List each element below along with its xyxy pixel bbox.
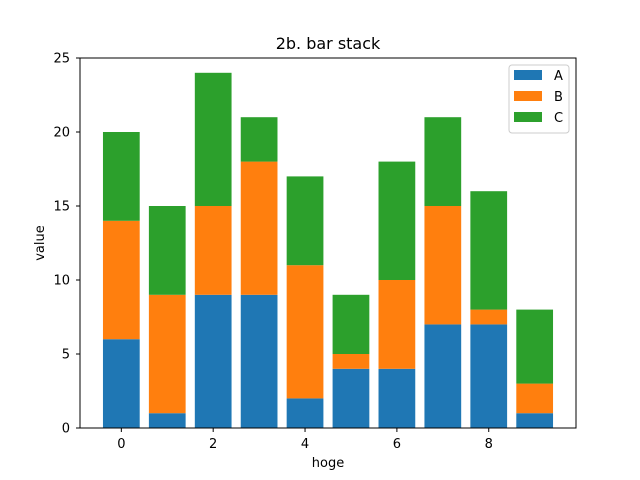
bar-c-5 bbox=[332, 294, 370, 354]
bar-a-0 bbox=[102, 339, 140, 428]
bar-a-8 bbox=[470, 324, 508, 428]
legend-label-a: A bbox=[554, 69, 563, 84]
y-tick-label-15: 15 bbox=[53, 200, 70, 215]
x-tick-label-2: 2 bbox=[209, 437, 217, 452]
bar-a-9 bbox=[516, 413, 554, 428]
y-tick-label-5: 5 bbox=[62, 348, 70, 363]
bar-a-4 bbox=[286, 398, 324, 428]
bar-b-3 bbox=[240, 161, 278, 295]
bar-b-5 bbox=[332, 354, 370, 369]
x-axis-label: hoge bbox=[312, 456, 344, 471]
legend-swatch-b bbox=[514, 91, 542, 101]
bar-a-1 bbox=[148, 413, 186, 428]
y-tick-label-10: 10 bbox=[53, 274, 70, 289]
y-tick-label-25: 25 bbox=[53, 52, 70, 67]
bar-c-9 bbox=[516, 309, 554, 384]
y-tick-label-20: 20 bbox=[53, 126, 70, 141]
bar-b-8 bbox=[470, 309, 508, 325]
x-axis: 0 2 4 6 8 bbox=[117, 428, 493, 452]
bar-b-9 bbox=[516, 383, 554, 414]
bar-c-0 bbox=[102, 132, 140, 221]
bar-a-2 bbox=[194, 294, 232, 428]
bar-c-4 bbox=[286, 176, 324, 266]
bar-a-7 bbox=[424, 324, 462, 428]
bar-c-3 bbox=[240, 117, 278, 162]
legend-label-c: C bbox=[554, 111, 563, 126]
bar-b-0 bbox=[102, 220, 140, 340]
bar-c-1 bbox=[148, 206, 186, 295]
plot-frame bbox=[79, 57, 577, 429]
chart-title: 2b. bar stack bbox=[276, 34, 381, 53]
x-tick-label-6: 6 bbox=[393, 437, 401, 452]
y-tick-label-0: 0 bbox=[62, 422, 70, 437]
bar-c-8 bbox=[470, 191, 508, 310]
y-axis-label: value bbox=[33, 225, 48, 261]
legend: ABC bbox=[508, 64, 570, 134]
bar-a-3 bbox=[240, 294, 278, 428]
legend-swatch-a bbox=[514, 70, 542, 80]
bar-b-6 bbox=[378, 280, 416, 369]
bars-layer bbox=[102, 72, 554, 428]
bar-b-1 bbox=[148, 294, 186, 414]
legend-swatch-c bbox=[514, 112, 542, 122]
x-tick-label-0: 0 bbox=[117, 437, 125, 452]
bar-a-5 bbox=[332, 368, 370, 428]
y-axis: 0 5 10 15 20 25 bbox=[53, 52, 80, 437]
bar-b-4 bbox=[286, 265, 324, 399]
legend-label-b: B bbox=[554, 90, 563, 105]
bar-c-2 bbox=[194, 72, 232, 206]
bar-a-6 bbox=[378, 368, 416, 428]
x-tick-label-4: 4 bbox=[301, 437, 309, 452]
x-tick-label-8: 8 bbox=[485, 437, 493, 452]
bar-b-2 bbox=[194, 206, 232, 295]
bar-c-6 bbox=[378, 161, 416, 280]
bar-c-7 bbox=[424, 117, 462, 206]
bar-b-7 bbox=[424, 206, 462, 325]
